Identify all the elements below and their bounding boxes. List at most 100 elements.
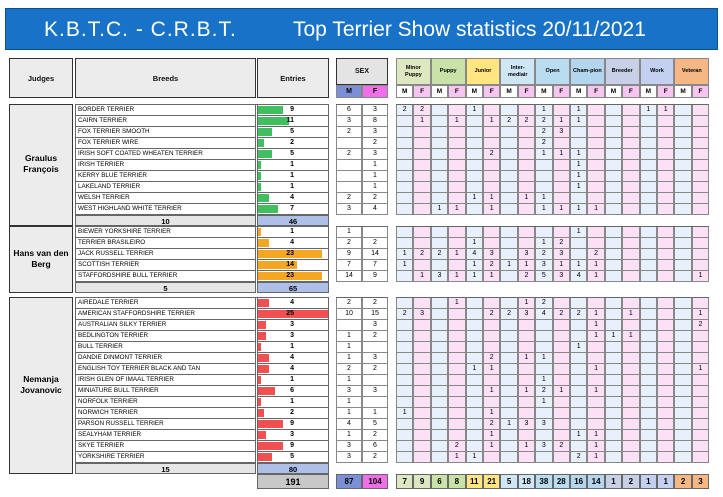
class-count xyxy=(657,353,675,364)
male-count xyxy=(336,171,362,182)
entries-bar xyxy=(258,117,289,125)
class-count xyxy=(430,342,449,353)
class-count xyxy=(535,171,553,182)
class-count xyxy=(430,441,449,452)
entries-header-label: Entries xyxy=(280,74,306,83)
class-count xyxy=(517,331,536,342)
class-count xyxy=(587,116,605,127)
grand-total-class: 2 xyxy=(674,474,692,489)
class-count xyxy=(639,182,657,193)
class-count xyxy=(535,364,553,375)
entries-total: 46 xyxy=(257,215,329,226)
class-count xyxy=(622,271,640,282)
class-count: 2 xyxy=(691,320,710,331)
class-count xyxy=(587,182,605,193)
entries-cell: 1 xyxy=(257,342,329,353)
class-header: Breeder xyxy=(604,58,640,85)
male-count xyxy=(336,320,362,331)
breed-name: BORDER TERRIER xyxy=(75,105,256,116)
class-count xyxy=(674,430,692,441)
class-count: 1 xyxy=(570,430,588,441)
entries-value: 1 xyxy=(290,172,294,179)
entries-bar xyxy=(258,409,264,417)
class-sex-header: F xyxy=(413,85,431,98)
class-count xyxy=(483,105,501,116)
class-count xyxy=(552,105,570,116)
class-count xyxy=(622,227,640,238)
class-count xyxy=(413,204,431,215)
female-count: 5 xyxy=(362,419,388,430)
class-count xyxy=(396,193,414,204)
class-count: 1 xyxy=(570,227,588,238)
class-count xyxy=(604,309,623,320)
class-count xyxy=(552,227,570,238)
class-count xyxy=(465,408,483,419)
class-count: 2 xyxy=(517,116,536,127)
breed-name: ENGLISH TOY TERRIER BLACK AND TAN xyxy=(75,364,256,375)
class-count xyxy=(413,386,431,397)
class-count: 1 xyxy=(517,353,536,364)
class-count xyxy=(500,331,518,342)
female-count: 1 xyxy=(362,408,388,419)
entries-value: 1 xyxy=(290,228,294,235)
class-count xyxy=(552,182,570,193)
class-count xyxy=(396,430,414,441)
class-count xyxy=(691,149,710,160)
class-count xyxy=(517,408,536,419)
class-count xyxy=(622,452,640,463)
class-count: 3 xyxy=(517,249,536,260)
class-count xyxy=(622,386,640,397)
class-count xyxy=(465,160,483,171)
breed-name: CAIRN TERRIER xyxy=(75,116,256,127)
class-header: Work xyxy=(639,58,675,85)
entries-bar xyxy=(258,128,272,136)
class-count: 1 xyxy=(587,331,605,342)
class-count xyxy=(639,375,657,386)
class-count: 2 xyxy=(430,249,449,260)
entries-cell: 1 xyxy=(257,397,329,408)
class-count xyxy=(448,386,466,397)
class-count xyxy=(430,309,449,320)
class-count: 2 xyxy=(500,116,518,127)
class-count xyxy=(657,204,675,215)
grand-total-class: 3 xyxy=(691,474,710,489)
entries-value: 4 xyxy=(290,239,294,246)
class-count: 1 xyxy=(570,204,588,215)
entries-bar xyxy=(258,310,328,318)
class-count xyxy=(622,342,640,353)
class-count xyxy=(639,419,657,430)
class-count xyxy=(604,160,623,171)
class-count xyxy=(657,452,675,463)
entries-value: 23 xyxy=(286,250,294,257)
class-header: Veteran xyxy=(674,58,710,85)
sex-header-label: SEX xyxy=(354,68,369,75)
entries-cell: 9 xyxy=(257,105,329,116)
class-count xyxy=(657,430,675,441)
class-count: 2 xyxy=(448,441,466,452)
female-count: 3 xyxy=(362,127,388,138)
class-count xyxy=(465,171,483,182)
class-count xyxy=(396,386,414,397)
class-count xyxy=(639,260,657,271)
class-count xyxy=(639,149,657,160)
section-rule xyxy=(75,297,329,298)
class-count: 1 xyxy=(483,193,501,204)
entries-cell: 3 xyxy=(257,331,329,342)
class-count xyxy=(570,238,588,249)
class-count xyxy=(396,160,414,171)
class-count xyxy=(570,193,588,204)
class-count xyxy=(448,171,466,182)
class-count xyxy=(517,227,536,238)
class-count xyxy=(430,182,449,193)
male-count: 3 xyxy=(336,441,362,452)
class-count xyxy=(604,386,623,397)
class-count xyxy=(430,227,449,238)
class-count xyxy=(674,260,692,271)
class-count xyxy=(604,342,623,353)
section-rule xyxy=(396,226,710,227)
class-count xyxy=(448,260,466,271)
class-count xyxy=(413,430,431,441)
female-count: 7 xyxy=(362,260,388,271)
class-count: 1 xyxy=(396,260,414,271)
class-count xyxy=(396,149,414,160)
